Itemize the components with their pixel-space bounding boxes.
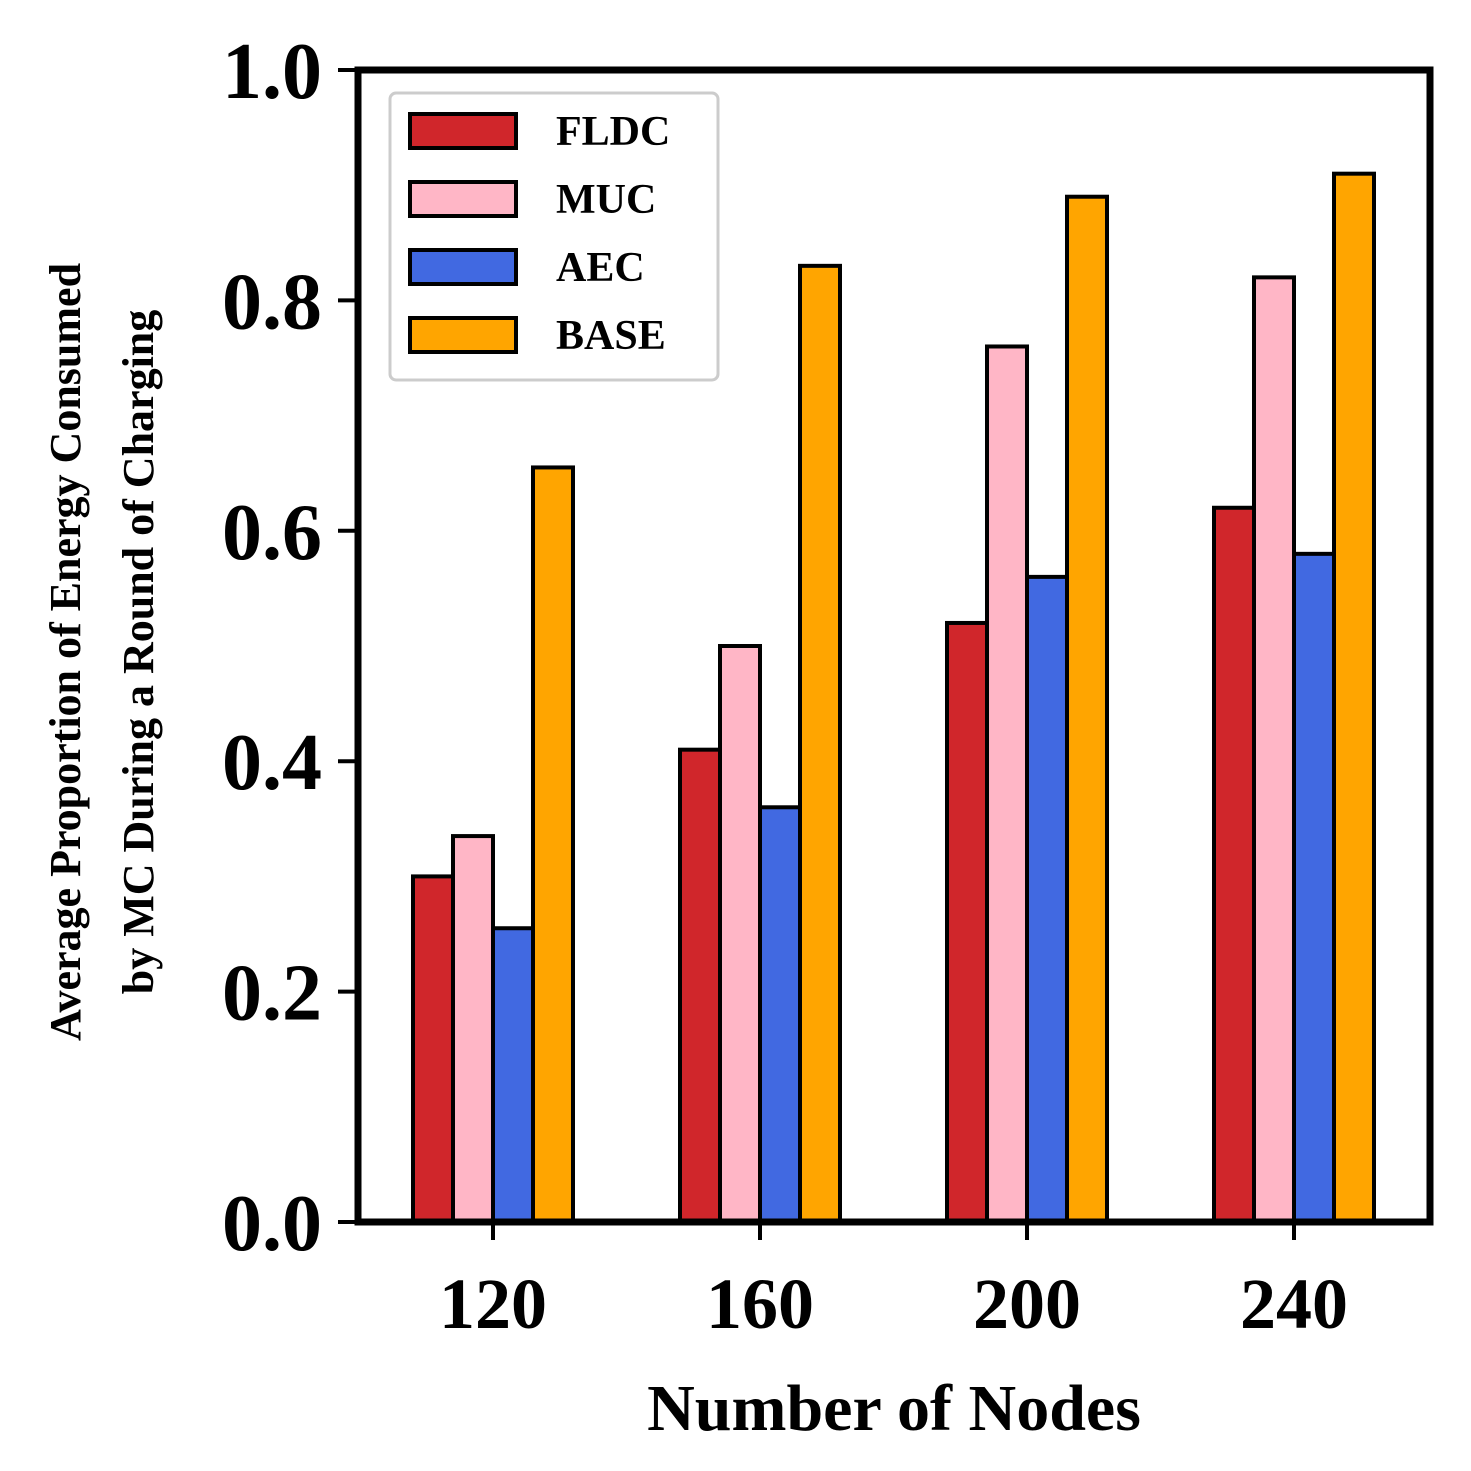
bar-aec-120	[491, 926, 535, 1224]
y-axis-ticks: 0.0 0.2 0.4 0.6 0.8 1.0	[222, 28, 355, 1268]
legend-label-fldc: FLDC	[556, 109, 670, 155]
bar-base-120	[531, 465, 575, 1224]
bar-base-160	[798, 263, 842, 1224]
x-tick-label-240: 240	[1240, 1264, 1348, 1344]
x-tick-label-160: 160	[706, 1264, 814, 1344]
bar-muc-200	[985, 344, 1029, 1225]
legend: FLDC MUC AEC BASE	[388, 91, 720, 382]
legend-box	[388, 91, 720, 382]
y-axis-title-line-1: Average Proportion of Energy Consumed	[41, 263, 90, 1041]
legend-label-muc: MUC	[556, 177, 656, 223]
bar-muc-240	[1252, 275, 1296, 1224]
legend-swatch-muc	[408, 180, 518, 218]
bar-muc-120	[451, 834, 495, 1225]
x-tick-label-200: 200	[973, 1264, 1081, 1344]
bar-fldc-160	[678, 747, 722, 1224]
y-tick-label-0.8: 0.8	[222, 258, 322, 346]
legend-swatch-base	[408, 316, 518, 354]
bar-base-240	[1332, 171, 1376, 1224]
legend-swatch-aec	[408, 248, 518, 286]
bar-muc-160	[718, 644, 762, 1224]
x-axis-title: Number of Nodes	[647, 1372, 1141, 1445]
bar-fldc-240	[1212, 505, 1256, 1224]
bar-aec-160	[758, 805, 802, 1225]
bar-fldc-120	[411, 874, 455, 1225]
y-axis-title: Average Proportion of Energy Consumed by…	[41, 263, 163, 1041]
bar-aec-200	[1025, 574, 1069, 1224]
x-tick-label-120: 120	[439, 1264, 547, 1344]
bar-base-200	[1065, 194, 1109, 1225]
plot-frame	[354, 66, 1434, 1226]
y-tick-label-0.6: 0.6	[222, 489, 322, 577]
bar-aec-240	[1292, 551, 1336, 1224]
y-axis-title-line-2: by MC During a Round of Charging	[114, 310, 163, 995]
y-tick-label-0.2: 0.2	[222, 950, 322, 1038]
legend-label-aec: AEC	[556, 245, 645, 291]
x-axis-ticks: 120 160 200 240	[439, 1225, 1348, 1344]
bars-layer	[411, 171, 1376, 1225]
y-tick-label-0.4: 0.4	[222, 719, 322, 807]
legend-swatch-fldc	[408, 112, 518, 150]
bar-fldc-200	[945, 620, 989, 1224]
y-tick-label-0.0: 0.0	[222, 1180, 322, 1268]
y-tick-label-1.0: 1.0	[222, 28, 322, 116]
legend-label-base: BASE	[556, 313, 666, 359]
